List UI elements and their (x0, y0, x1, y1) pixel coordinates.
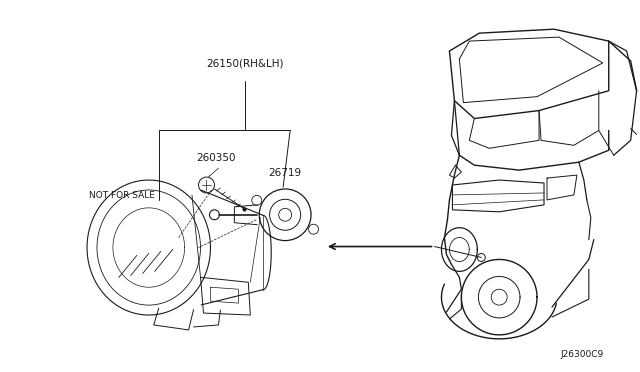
Text: 26150(RH&LH): 26150(RH&LH) (207, 59, 284, 69)
Text: J26300C9: J26300C9 (561, 350, 604, 359)
Text: 26719: 26719 (268, 168, 301, 178)
Text: 260350: 260350 (196, 153, 236, 163)
Text: NOT FOR SALE: NOT FOR SALE (89, 191, 155, 200)
